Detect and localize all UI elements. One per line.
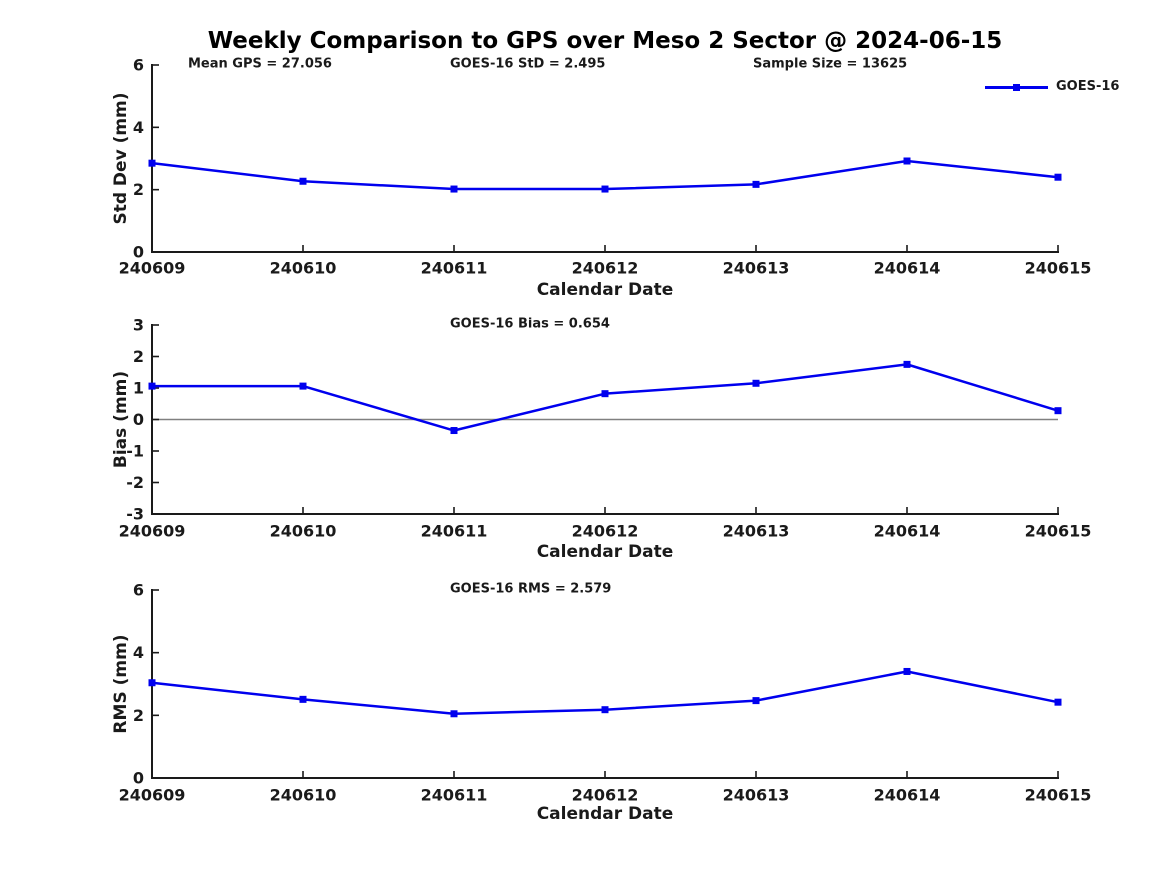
y-tick-label: 0	[133, 769, 144, 788]
x-tick-label: 240610	[270, 786, 337, 805]
y-tick-label: 2	[133, 180, 144, 199]
x-tick-label: 240614	[874, 786, 941, 805]
y-tick-label: -1	[126, 442, 144, 461]
data-point-marker	[601, 390, 609, 398]
y-tick-label: 1	[133, 379, 144, 398]
annotation: GOES-16 Bias = 0.654	[450, 317, 610, 332]
y-tick-label: 4	[133, 118, 144, 137]
annotation: GOES-16 RMS = 2.579	[450, 582, 611, 597]
y-axis-label: Bias (mm)	[111, 371, 131, 468]
y-tick-label: -3	[126, 505, 144, 524]
legend-marker-icon	[1013, 83, 1020, 91]
data-point-marker	[752, 379, 760, 387]
x-tick-label: 240615	[1025, 786, 1092, 805]
x-tick-label: 240612	[572, 259, 639, 278]
data-point-marker	[752, 697, 760, 705]
data-point-marker	[903, 360, 911, 368]
data-point-marker	[1054, 698, 1062, 706]
y-tick-label: -2	[126, 473, 144, 492]
y-tick-label: 0	[133, 243, 144, 262]
annotation: GOES-16 StD = 2.495	[450, 57, 605, 72]
figure-title: Weekly Comparison to GPS over Meso 2 Sec…	[207, 28, 1003, 54]
data-line-goes-16	[151, 159, 1059, 191]
data-point-marker	[601, 185, 609, 193]
annotation: Sample Size = 13625	[753, 57, 907, 72]
y-tick-label: 6	[133, 56, 144, 75]
data-point-marker	[299, 382, 307, 390]
x-axis-label: Calendar Date	[537, 804, 674, 824]
y-tick-label: 6	[133, 581, 144, 600]
data-point-marker	[752, 180, 760, 188]
legend: GOES-16	[985, 80, 1119, 94]
x-tick-label: 240609	[119, 522, 186, 541]
annotation: Mean GPS = 27.056	[188, 57, 332, 72]
x-tick-label: 240613	[723, 522, 790, 541]
x-tick-label: 240613	[723, 786, 790, 805]
data-point-marker	[450, 710, 458, 718]
x-tick-label: 240615	[1025, 522, 1092, 541]
y-tick-label: 2	[133, 706, 144, 725]
y-axis-label: Std Dev (mm)	[111, 92, 131, 224]
y-tick-label: 2	[133, 347, 144, 366]
y-axis-label: RMS (mm)	[111, 634, 131, 733]
legend-label: GOES-16	[1056, 79, 1120, 94]
data-line-goes-16	[152, 363, 1059, 432]
data-point-marker	[148, 159, 156, 167]
data-point-marker	[450, 427, 458, 435]
x-tick-label: 240614	[874, 522, 941, 541]
y-tick-label: 3	[133, 316, 144, 335]
x-tick-label: 240611	[421, 522, 488, 541]
x-tick-label: 240612	[572, 522, 639, 541]
x-tick-label: 240610	[270, 259, 337, 278]
data-point-marker	[450, 185, 458, 193]
data-point-marker	[903, 157, 911, 165]
data-point-marker	[601, 706, 609, 714]
data-point-marker	[1054, 173, 1062, 181]
x-tick-label: 240614	[874, 259, 941, 278]
x-tick-label: 240615	[1025, 259, 1092, 278]
subplot-rms: 240609 240610 240611 240612 240613 240614 2406…	[111, 581, 1091, 825]
y-tick-label: 4	[133, 643, 144, 662]
data-point-marker	[148, 679, 156, 687]
x-axis-label: Calendar Date	[537, 542, 674, 562]
data-point-marker	[299, 695, 307, 703]
data-point-marker	[903, 667, 911, 675]
x-tick-label: 240611	[421, 259, 488, 278]
x-tick-label: 240610	[270, 522, 337, 541]
x-tick-label: 240611	[421, 786, 488, 805]
subplot-std-dev: 240609 240610 240611 240612 240613 240614 2406…	[111, 56, 1091, 301]
y-tick-label: 0	[133, 410, 144, 429]
legend-line-sample	[985, 83, 1048, 91]
x-axis-label: Calendar Date	[537, 280, 674, 300]
x-tick-label: 240609	[119, 786, 186, 805]
x-tick-label: 240613	[723, 259, 790, 278]
data-point-marker	[148, 382, 156, 390]
subplot-bias: 240609 240610 240611 240612 240613 240614 2406…	[111, 316, 1091, 563]
data-point-marker	[1054, 407, 1062, 415]
x-tick-label: 240612	[572, 786, 639, 805]
data-point-marker	[299, 177, 307, 185]
x-tick-label: 240609	[119, 259, 186, 278]
